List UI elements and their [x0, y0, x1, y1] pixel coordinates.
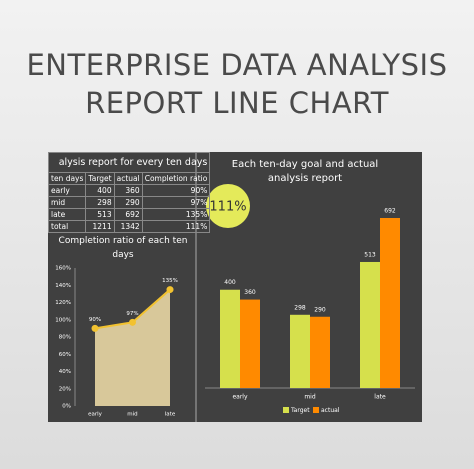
table-cell: 97%	[141, 196, 211, 209]
data-label: 290	[314, 306, 326, 313]
data-label: 97%	[126, 311, 138, 317]
bar	[290, 314, 310, 388]
badge-label: 111%	[209, 200, 246, 215]
x-tick-label: early	[232, 394, 248, 401]
bar	[380, 218, 400, 388]
table-cell: 1211	[85, 220, 115, 233]
bar	[360, 261, 380, 388]
table-cell: actual	[113, 172, 143, 185]
table-cell: 135%	[141, 208, 211, 221]
table-cell: 290	[113, 196, 143, 209]
table-cell: 298	[85, 196, 115, 209]
table-cell: alysis report for every ten days	[47, 152, 211, 173]
table-cell: 111%	[141, 220, 211, 233]
data-label: 298	[294, 304, 306, 311]
page-title: ENTERPRISE DATA ANALYSIS	[26, 48, 448, 82]
y-tick-label: 0%	[62, 404, 71, 410]
data-label: 135%	[162, 278, 178, 284]
table-cell: 513	[85, 208, 115, 221]
y-tick-label: 60%	[59, 352, 71, 358]
x-tick-label: mid	[304, 394, 316, 401]
y-tick-label: 80%	[59, 335, 71, 341]
y-tick-label: 140%	[55, 283, 71, 289]
table-cell: 360	[113, 184, 143, 197]
area	[95, 289, 170, 406]
table-cell: Target	[85, 172, 115, 185]
data-label: 513	[364, 251, 376, 258]
x-tick-label: late	[165, 412, 176, 418]
y-tick-label: 20%	[59, 386, 71, 392]
table-cell: total	[47, 220, 87, 233]
table-cell: early	[47, 184, 87, 197]
legend-swatch	[313, 407, 319, 413]
bar	[310, 316, 330, 388]
bar	[220, 289, 240, 388]
y-tick-label: 100%	[55, 317, 71, 323]
data-label: 692	[384, 208, 396, 215]
data-label: 360	[244, 289, 256, 296]
marker	[91, 324, 99, 332]
table-cell: 1342	[113, 220, 143, 233]
data-label: 90%	[89, 317, 101, 323]
table-cell: late	[47, 208, 87, 221]
data-label: 400	[224, 279, 236, 286]
bar	[240, 299, 260, 388]
table-cell: ten days	[47, 172, 87, 185]
y-tick-label: 40%	[59, 369, 71, 375]
x-tick-label: mid	[127, 412, 137, 418]
page-title: REPORT LINE CHART	[85, 86, 389, 120]
data-table: alysis report for every ten days ten days…	[47, 152, 211, 233]
chart-title: Each ten-day goal and actual analysis re…	[231, 159, 379, 184]
x-tick-label: early	[88, 412, 103, 418]
badge	[206, 184, 250, 228]
marker	[166, 286, 174, 294]
table-cell: Completion ratio	[141, 172, 211, 185]
y-tick-label: 120%	[55, 300, 71, 306]
table-cell: 90%	[141, 184, 211, 197]
legend-swatch	[283, 407, 289, 413]
x-tick-label: late	[374, 394, 386, 401]
legend-label: Target	[290, 407, 310, 414]
table-cell: 692	[113, 208, 143, 221]
marker	[129, 318, 136, 326]
table-cell: mid	[47, 196, 87, 209]
y-tick-label: 160%	[55, 266, 71, 272]
chart-title: Completion ratio of each ten days	[58, 236, 188, 260]
legend-label: actual	[321, 407, 340, 414]
table-cell: 400	[85, 184, 115, 197]
